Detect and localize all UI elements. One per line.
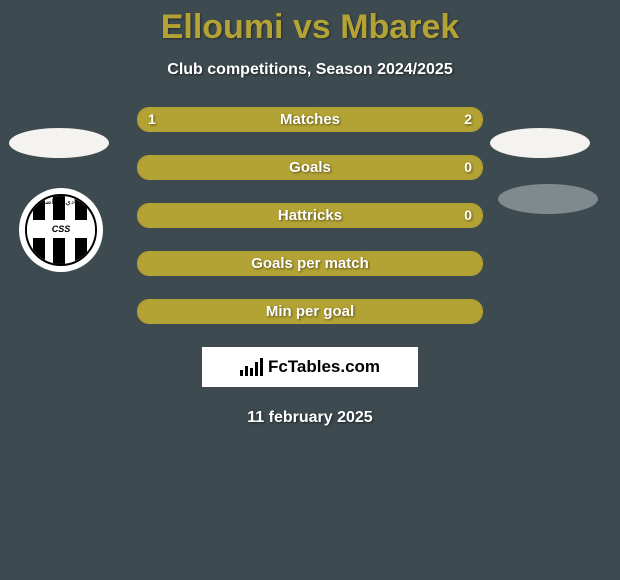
bar-label: Matches — [138, 108, 482, 131]
bar-label: Goals — [138, 156, 482, 179]
club-right-badge — [498, 184, 598, 214]
bar-min-per-goal: Min per goal — [137, 299, 483, 324]
bar-hattricks: Hattricks 0 — [137, 203, 483, 228]
brand-chart-icon — [240, 358, 262, 376]
bar-label: Min per goal — [138, 300, 482, 323]
bar-label: Goals per match — [138, 252, 482, 275]
club-left-badge: النادي الرياضي CSS — [19, 188, 103, 272]
bar-goals-per-match: Goals per match — [137, 251, 483, 276]
page-title: Elloumi vs Mbarek — [0, 8, 620, 47]
player-right-badge — [490, 128, 590, 158]
club-badge-inner: النادي الرياضي CSS — [25, 194, 97, 266]
subtitle: Club competitions, Season 2024/2025 — [0, 61, 620, 79]
brand-box: FcTables.com — [202, 347, 418, 387]
bar-value-right: 0 — [464, 204, 472, 227]
bar-value-right: 0 — [464, 156, 472, 179]
bar-label: Hattricks — [138, 204, 482, 227]
bar-matches: 1 Matches 2 — [137, 107, 483, 132]
infographic-container: Elloumi vs Mbarek Club competitions, Sea… — [0, 8, 620, 427]
club-arabic-text: النادي الرياضي — [27, 198, 95, 206]
player-left-badge — [9, 128, 109, 158]
brand-text: FcTables.com — [268, 357, 380, 377]
bar-value-right: 2 — [464, 108, 472, 131]
date-text: 11 february 2025 — [0, 409, 620, 427]
bars-group: 1 Matches 2 Goals 0 Hattricks 0 Goals pe… — [137, 107, 483, 324]
bar-goals: Goals 0 — [137, 155, 483, 180]
club-badge-text: CSS — [27, 220, 95, 238]
